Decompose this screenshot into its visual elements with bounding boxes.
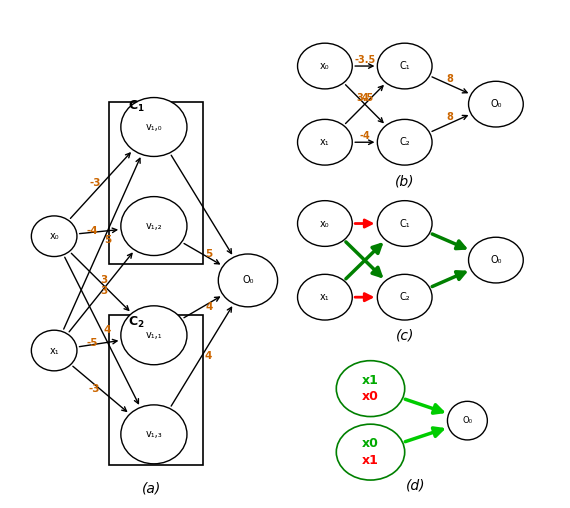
FancyArrowPatch shape (184, 243, 219, 264)
Ellipse shape (121, 98, 187, 156)
Text: 8: 8 (447, 74, 454, 84)
Text: 4: 4 (361, 93, 368, 103)
Ellipse shape (218, 254, 278, 307)
FancyArrowPatch shape (171, 155, 231, 253)
Text: 8: 8 (447, 112, 454, 122)
Text: x₀: x₀ (50, 231, 59, 241)
Text: -4: -4 (360, 131, 370, 141)
Text: (d): (d) (406, 479, 426, 493)
FancyArrowPatch shape (345, 85, 383, 122)
FancyArrowPatch shape (355, 140, 373, 144)
Text: v₁,₃: v₁,₃ (145, 429, 162, 439)
Text: (a): (a) (141, 481, 161, 495)
Ellipse shape (377, 43, 432, 89)
Text: 5: 5 (206, 249, 213, 259)
Text: (b): (b) (395, 175, 414, 189)
FancyArrowPatch shape (405, 399, 442, 413)
Ellipse shape (298, 201, 352, 246)
Text: C₂: C₂ (400, 137, 410, 147)
Text: x0: x0 (362, 437, 379, 451)
Text: v₁,₂: v₁,₂ (145, 221, 162, 231)
Text: O₀: O₀ (242, 275, 254, 285)
Text: x1: x1 (362, 374, 379, 387)
Text: $\mathbf{C_2}$: $\mathbf{C_2}$ (128, 315, 145, 330)
FancyArrowPatch shape (69, 253, 132, 332)
Ellipse shape (447, 401, 487, 440)
FancyArrowPatch shape (346, 242, 381, 276)
Text: 3.5: 3.5 (356, 93, 373, 103)
FancyArrowPatch shape (432, 272, 465, 287)
Ellipse shape (31, 330, 77, 371)
Ellipse shape (469, 81, 523, 127)
FancyArrowPatch shape (345, 86, 383, 123)
Text: -3: -3 (89, 384, 100, 394)
Text: x₀: x₀ (320, 61, 329, 71)
FancyArrowPatch shape (346, 245, 381, 279)
Text: x₁: x₁ (50, 345, 59, 356)
Text: x0: x0 (362, 390, 379, 403)
Text: v₁,₀: v₁,₀ (145, 122, 162, 132)
Text: O₀: O₀ (490, 255, 502, 265)
Text: $\mathbf{C_1}$: $\mathbf{C_1}$ (128, 99, 145, 114)
FancyArrowPatch shape (171, 307, 231, 406)
Ellipse shape (121, 306, 187, 365)
Text: -3.5: -3.5 (354, 55, 376, 65)
FancyArrowPatch shape (71, 153, 130, 218)
Bar (109, 102, 203, 264)
Text: -4: -4 (86, 226, 98, 236)
Text: 3: 3 (100, 275, 107, 285)
Ellipse shape (298, 43, 352, 89)
Ellipse shape (298, 274, 352, 320)
Bar (109, 315, 203, 465)
Text: O₀: O₀ (462, 416, 473, 425)
Ellipse shape (298, 119, 352, 165)
Text: v₁,₁: v₁,₁ (145, 330, 162, 340)
Ellipse shape (469, 237, 523, 283)
Text: C₁: C₁ (400, 218, 410, 229)
FancyArrowPatch shape (79, 339, 117, 346)
Text: 5: 5 (104, 236, 112, 245)
Text: O₀: O₀ (490, 99, 502, 109)
FancyArrowPatch shape (184, 297, 219, 318)
FancyArrowPatch shape (405, 428, 442, 441)
FancyArrowPatch shape (355, 294, 372, 301)
Ellipse shape (31, 216, 77, 257)
Text: 4: 4 (206, 302, 213, 312)
FancyArrowPatch shape (432, 77, 467, 93)
Text: x₀: x₀ (320, 218, 329, 229)
Text: -3: -3 (89, 178, 101, 187)
Text: x₁: x₁ (320, 137, 329, 147)
Ellipse shape (377, 201, 432, 246)
FancyArrowPatch shape (71, 253, 129, 310)
FancyArrowPatch shape (432, 234, 465, 248)
FancyArrowPatch shape (73, 366, 127, 411)
FancyArrowPatch shape (355, 220, 372, 227)
FancyArrowPatch shape (80, 228, 117, 234)
Text: -5: -5 (87, 338, 98, 347)
Ellipse shape (377, 119, 432, 165)
FancyArrowPatch shape (64, 158, 140, 329)
Text: 3: 3 (100, 286, 108, 296)
Ellipse shape (377, 274, 432, 320)
Text: 4: 4 (104, 325, 111, 335)
Text: x₁: x₁ (320, 292, 329, 302)
Text: C₁: C₁ (400, 61, 410, 71)
FancyArrowPatch shape (65, 257, 139, 403)
Text: C₂: C₂ (400, 292, 410, 302)
Ellipse shape (121, 405, 187, 464)
Ellipse shape (121, 197, 187, 256)
Text: 4: 4 (205, 351, 212, 361)
Ellipse shape (336, 424, 405, 480)
Ellipse shape (336, 361, 405, 417)
FancyArrowPatch shape (355, 64, 373, 68)
Text: (c): (c) (396, 329, 414, 343)
Text: x1: x1 (362, 454, 379, 467)
FancyArrowPatch shape (432, 115, 467, 132)
